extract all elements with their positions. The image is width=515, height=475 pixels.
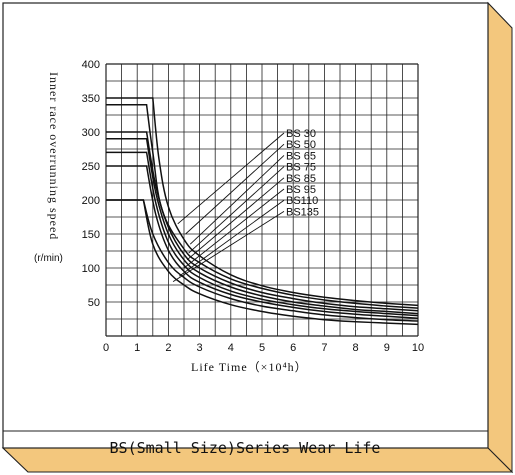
x-tick-label: 9 <box>384 342 390 354</box>
curves <box>106 97 419 326</box>
series-label: BS 50 <box>286 139 316 151</box>
x-tick-labels: 0 1 2 3 4 5 6 7 8 9 10 <box>103 342 424 354</box>
y-axis-unit: (r/min) <box>34 253 63 264</box>
curve-bs65 <box>106 131 419 312</box>
curve-bs135 <box>106 199 419 326</box>
x-tick-label: 5 <box>259 342 265 354</box>
curve-bs85 <box>106 151 419 317</box>
y-tick-label: 100 <box>82 263 100 275</box>
curve-bs110 <box>106 199 419 322</box>
curve-bs30 <box>106 97 419 307</box>
leader-line <box>179 199 285 277</box>
series-label: BS 95 <box>286 184 316 196</box>
y-tick-label: 150 <box>82 229 100 241</box>
x-tick-label: 1 <box>134 342 140 354</box>
series-label: BS 65 <box>286 150 316 162</box>
x-tick-label: 3 <box>197 342 203 354</box>
leader-line <box>177 132 285 225</box>
leader-line <box>172 211 285 282</box>
grid <box>105 63 419 337</box>
series-label: BS110 <box>286 195 318 207</box>
plot-panel <box>2 2 489 449</box>
x-axis-title: Life Time（×10⁴h） <box>191 360 308 374</box>
x-tick-label: 6 <box>290 342 296 354</box>
y-tick-label: 400 <box>82 59 100 71</box>
series-label: BS 30 <box>286 128 316 140</box>
x-tick-label: 0 <box>103 342 109 354</box>
series-label: BS135 <box>286 206 319 218</box>
x-tick-label: 4 <box>228 342 234 354</box>
y-tick-label: 200 <box>82 195 100 207</box>
leader-line <box>189 155 285 245</box>
y-tick-label: 300 <box>82 127 100 139</box>
leader-line <box>185 143 285 235</box>
chart-caption: BS(Small Size)Series Wear Life <box>110 439 381 457</box>
y-tick-label: 350 <box>82 93 100 105</box>
series-label: BS 85 <box>286 173 316 185</box>
frame-shadow-right <box>487 1 513 474</box>
leader-lines <box>172 132 285 282</box>
curve-bs95 <box>106 165 419 320</box>
curve-bs75 <box>106 138 419 315</box>
leader-line <box>186 177 285 261</box>
y-tick-label: 50 <box>88 297 100 309</box>
x-tick-label: 10 <box>412 342 424 354</box>
leader-line <box>183 188 285 269</box>
y-axis-title: Inner race overrunning speed <box>47 72 61 240</box>
y-tick-labels: 50 100 150 200 250 300 350 400 <box>82 59 100 309</box>
leader-line <box>188 166 285 254</box>
x-tick-label: 8 <box>353 342 359 354</box>
series-label: BS 75 <box>286 162 316 174</box>
x-tick-label: 2 <box>165 342 171 354</box>
y-tick-label: 250 <box>82 161 100 173</box>
x-tick-label: 7 <box>321 342 327 354</box>
